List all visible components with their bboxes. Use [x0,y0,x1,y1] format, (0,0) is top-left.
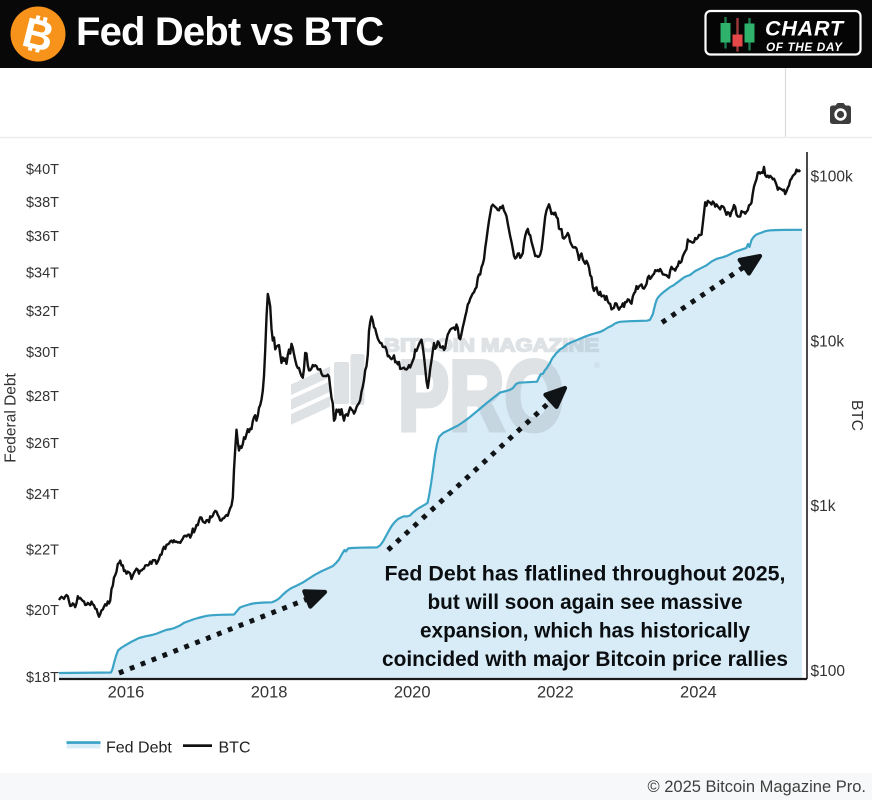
svg-text:2022: 2022 [537,684,574,702]
svg-text:$22T: $22T [26,543,59,559]
svg-text:$100k: $100k [811,169,853,186]
svg-text:®: ® [594,361,600,370]
svg-text:Fed Debt: Fed Debt [106,740,172,757]
svg-text:$100: $100 [811,663,846,680]
svg-text:$40T: $40T [26,162,59,178]
svg-text:expansion, which has historica: expansion, which has historically [420,620,750,643]
svg-text:2020: 2020 [394,684,431,702]
svg-text:coincided with major Bitcoin p: coincided with major Bitcoin price ralli… [382,648,788,671]
svg-text:BTC: BTC [219,740,251,757]
svg-text:$32T: $32T [26,304,59,320]
svg-text:but will soon again see massiv: but will soon again see massive [428,591,743,614]
svg-text:BTC: BTC [848,400,865,431]
svg-text:Federal Debt: Federal Debt [3,373,20,463]
svg-text:$20T: $20T [26,603,59,619]
svg-text:OF THE DAY: OF THE DAY [766,40,843,54]
svg-text:Fed Debt has flatlined through: Fed Debt has flatlined throughout 2025, [385,563,786,586]
svg-text:$18T: $18T [26,670,59,686]
svg-text:2016: 2016 [108,684,145,702]
svg-text:CHART: CHART [765,17,845,41]
svg-text:2024: 2024 [680,684,717,702]
svg-text:$38T: $38T [26,195,59,211]
svg-text:$36T: $36T [26,229,59,245]
svg-text:$30T: $30T [26,345,59,361]
svg-text:$1k: $1k [811,498,836,515]
svg-text:$26T: $26T [26,436,59,452]
svg-text:$28T: $28T [26,389,59,405]
svg-text:2018: 2018 [251,684,288,702]
svg-text:$24T: $24T [26,487,59,503]
svg-text:$34T: $34T [26,266,59,282]
svg-text:$10k: $10k [811,333,845,350]
svg-text:BITCOIN MAGAZINE: BITCOIN MAGAZINE [384,335,599,356]
